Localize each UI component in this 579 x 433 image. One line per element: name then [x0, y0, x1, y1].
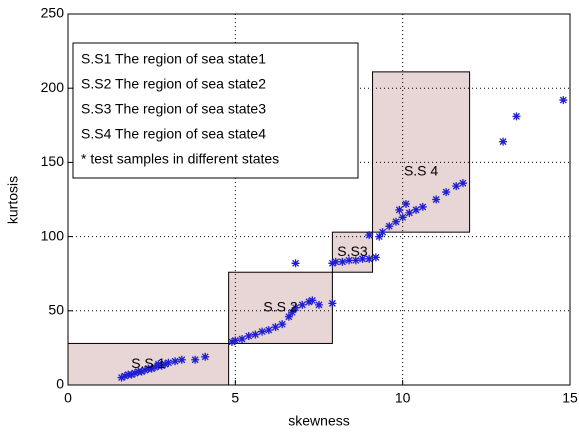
point: [161, 360, 170, 369]
region: [228, 271, 333, 344]
region: [67, 342, 230, 386]
point: [375, 232, 384, 241]
point: [291, 259, 300, 268]
region-label: S.S3: [337, 243, 368, 259]
point: [458, 179, 467, 188]
point: [385, 222, 394, 231]
point: [278, 320, 287, 329]
region-label: S.S 1: [131, 355, 165, 371]
point: [231, 336, 240, 345]
point: [452, 182, 461, 191]
point: [151, 363, 160, 372]
point: [164, 358, 173, 367]
legend-box: [72, 42, 359, 179]
point: [559, 96, 568, 105]
region-label: S.S 2: [263, 299, 297, 315]
x-tick-label: 5: [231, 390, 239, 406]
y-tick-label: 50: [48, 302, 64, 318]
legend-entry: S.S1 The region of sea state1: [81, 51, 266, 67]
point: [157, 361, 166, 370]
point: [391, 217, 400, 226]
point: [358, 254, 367, 263]
y-tick-label: 200: [41, 79, 65, 95]
point: [345, 256, 354, 265]
point: [140, 366, 149, 375]
point: [315, 300, 323, 309]
point: [304, 297, 313, 306]
y-tick-label: 250: [41, 5, 65, 21]
point: [284, 312, 293, 321]
point: [244, 332, 253, 341]
point: [251, 330, 260, 339]
point: [271, 323, 280, 332]
point: [264, 326, 273, 335]
point: [154, 360, 163, 369]
point: [395, 205, 404, 214]
point: [117, 373, 126, 382]
point: [432, 195, 441, 204]
point: [291, 303, 300, 312]
point: [130, 369, 139, 378]
y-tick-label: 0: [56, 376, 64, 392]
point: [398, 213, 407, 222]
axes-frame: [67, 13, 571, 386]
point: [238, 334, 247, 343]
y-axis-label: kurtosis: [5, 176, 21, 224]
point: [351, 256, 360, 265]
point: [328, 299, 337, 308]
y-tick-label: 150: [41, 153, 65, 169]
point: [258, 327, 267, 336]
point: [365, 254, 374, 263]
legend-entry: S.S4 The region of sea state4: [81, 126, 266, 142]
legend-entry: S.S3 The region of sea state3: [81, 101, 266, 117]
point: [442, 188, 451, 197]
point: [308, 296, 317, 305]
point: [412, 205, 421, 214]
point: [201, 352, 210, 361]
point: [331, 257, 340, 266]
point: [371, 253, 380, 262]
point: [227, 337, 236, 346]
x-axis-label: skewness: [288, 413, 349, 429]
point: [288, 308, 297, 317]
point: [378, 228, 387, 237]
point: [338, 257, 347, 266]
point: [418, 202, 427, 211]
legend-entry: * test samples in different states: [81, 151, 279, 167]
point: [512, 112, 521, 121]
point: [127, 370, 136, 379]
x-tick-label: 15: [562, 390, 578, 406]
point: [120, 372, 129, 381]
region: [331, 231, 374, 273]
y-tick-label: 100: [41, 227, 65, 243]
point: [171, 357, 180, 366]
point: [147, 364, 156, 373]
point: [402, 199, 411, 208]
point: [328, 259, 337, 268]
point: [191, 355, 200, 364]
point: [177, 355, 186, 364]
region-label: S.S 4: [404, 163, 438, 179]
point: [365, 231, 374, 240]
point: [499, 137, 508, 146]
legend-entry: S.S2 The region of sea state2: [81, 76, 266, 92]
point: [405, 208, 414, 217]
point: [298, 300, 307, 309]
x-tick-label: 0: [64, 390, 72, 406]
point: [137, 367, 146, 376]
x-tick-label: 10: [395, 390, 411, 406]
